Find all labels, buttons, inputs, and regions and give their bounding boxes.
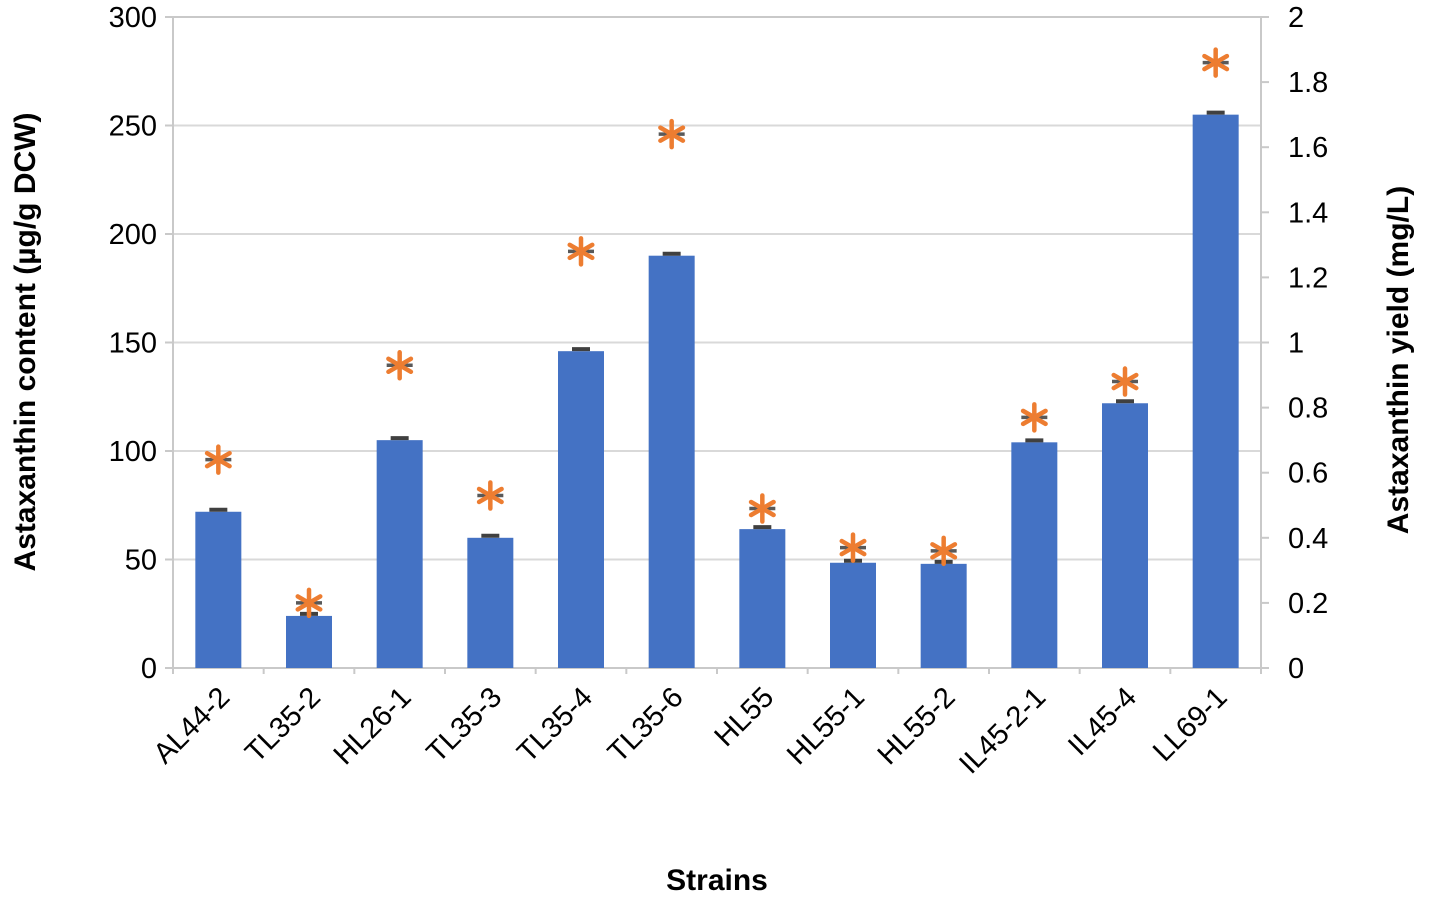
x-category-label: AL44-2 [148,681,237,770]
bar-HL26-1 [376,440,423,668]
marker-HL55-1 [839,532,867,563]
right-axis-tick-label: 0.6 [1288,458,1328,490]
asterisk-stroke [839,538,867,557]
asterisk-stroke [1020,408,1048,427]
x-axis-title: Strains [666,864,768,897]
marker-TL35-6 [658,118,686,150]
x-category-label: TL35-3 [421,681,509,769]
marker-IL45-4 [1111,366,1139,397]
asterisk-stroke [386,356,414,375]
right-axis-tick-label: 1.4 [1288,197,1328,229]
asterisk-stroke [658,125,686,143]
right-axis-tick-label: 0 [1288,653,1304,685]
right-axis-tick-label: 1.2 [1288,262,1328,294]
asterisk-stroke [204,450,232,469]
x-category-label: HL55-2 [872,681,962,771]
x-category-label: HL26-1 [328,681,418,771]
left-axis-tick-label: 0 [141,653,157,685]
bar-AL44-2 [195,511,242,668]
bar-HL55-2 [920,563,967,668]
bar-TL35-2 [286,615,332,668]
marker-HL55 [748,493,776,524]
bar-TL35-4 [558,351,604,668]
asterisk-stroke [295,594,323,612]
asterisk-stroke [748,499,776,518]
asterisk-stroke [476,486,504,505]
left-axis-tick-label: 50 [125,545,157,577]
right-axis-tick-label: 0.4 [1288,523,1328,555]
bar-HL55-1 [830,562,876,668]
x-category-label: HL55 [709,681,781,753]
marker-TL35-2 [295,587,323,619]
marker-IL45-2-1 [1020,402,1048,433]
bar-IL45-4 [1102,403,1148,668]
right-axis-tick-label: 1.6 [1288,132,1328,164]
left-axis-tick-label: 150 [109,328,157,360]
right-y-axis-title: Astaxanthin yield (mg/L) [1382,185,1415,535]
marker-HL26-1 [386,350,414,381]
x-category-label: IL45-4 [1062,681,1143,762]
x-category-label: TL35-6 [602,681,690,769]
left-axis-tick-label: 100 [109,436,157,468]
right-axis-tick-label: 1.8 [1288,67,1328,99]
bar-HL55 [739,529,786,668]
right-axis-tick-label: 0.2 [1288,588,1328,620]
x-category-label: HL55-1 [781,681,871,771]
asterisk-stroke [930,542,958,560]
right-axis-tick-label: 0.8 [1288,393,1328,425]
bar-TL35-6 [648,255,695,668]
left-axis-tick-label: 200 [109,219,157,251]
marker-AL44-2 [204,444,232,475]
x-category-label: LL69-1 [1147,681,1233,767]
left-axis-tick-label: 300 [109,2,157,34]
x-category-label: IL45-2-1 [953,681,1052,780]
bar-LL69-1 [1192,114,1239,668]
left-y-axis-title: Astaxanthin content (µg/g DCW) [9,112,42,572]
left-axis-tick-label: 250 [109,111,157,143]
bar-IL45-2-1 [1011,442,1058,668]
marker-TL35-3 [476,480,504,511]
right-axis-tick-label: 1 [1288,328,1304,360]
marker-TL35-4 [567,236,595,267]
marker-HL55-2 [930,535,958,567]
marker-LL69-1 [1202,47,1230,78]
bar-TL35-3 [467,537,514,668]
asterisk-stroke [1202,53,1230,72]
right-axis-tick-label: 2 [1288,2,1304,34]
x-category-label: TL35-2 [239,681,327,769]
asterisk-stroke [1111,372,1139,391]
x-category-label: TL35-4 [511,681,599,769]
asterisk-stroke [567,242,595,261]
